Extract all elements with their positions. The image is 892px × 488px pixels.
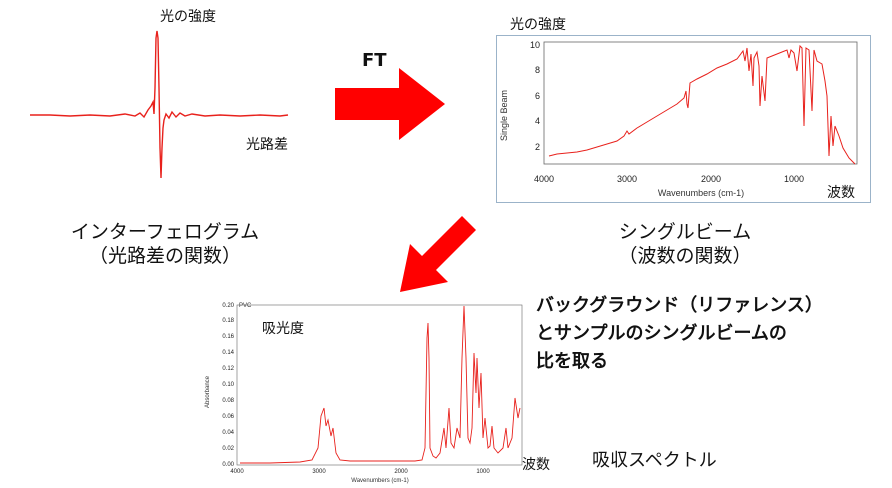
absorbance-chart: Absorbance PVC 0.00 0.02 0.04 0.06 0.08 … <box>205 303 523 484</box>
ratio-note-line3: 比を取る <box>536 351 608 372</box>
absorbance-ytick: 0.10 <box>222 382 234 388</box>
absorbance-ytick: 0.02 <box>222 446 234 452</box>
single-beam-caption: シングルビーム （波数の関数） <box>570 220 800 268</box>
single-beam-inner-ylabel: Single Beam <box>499 90 509 141</box>
interferogram-xlabel: 光路差 <box>246 137 288 153</box>
absorbance-ytick: 0.06 <box>222 414 234 420</box>
single-beam-caption-line2: （波数の関数） <box>618 245 752 267</box>
down-left-arrow-icon <box>400 216 476 292</box>
absorbance-inner-ylabel: Absorbance <box>205 375 211 408</box>
absorbance-caption: 吸収スペクトル <box>592 450 717 471</box>
right-arrow-icon <box>335 68 445 140</box>
single-beam-ytick: 2 <box>535 142 540 152</box>
ft-label: FT <box>362 50 387 71</box>
interferogram-caption-line1: インターフェログラム <box>70 221 260 243</box>
absorbance-ytick: 0.12 <box>222 366 234 372</box>
absorbance-ytick: 0.20 <box>222 303 234 309</box>
ratio-note-line2: とサンプルのシングルビームの <box>536 323 787 344</box>
single-beam-ytick: 6 <box>535 91 540 101</box>
absorbance-ytick: 0.00 <box>222 462 234 468</box>
absorbance-xtick: 1000 <box>476 469 490 475</box>
interferogram-ylabel: 光の強度 <box>160 9 216 25</box>
absorbance-corner-label: PVC <box>239 303 252 309</box>
absorbance-outer-ylabel: 吸光度 <box>262 321 304 337</box>
single-beam-xtick: 2000 <box>701 174 721 184</box>
ratio-note-line1: バックグラウンド（リファレンス） <box>536 295 823 316</box>
ratio-note: バックグラウンド（リファレンス） とサンプルのシングルビームの 比を取る <box>536 292 823 376</box>
absorbance-ytick: 0.16 <box>222 334 234 340</box>
single-beam-ytick: 10 <box>530 40 540 50</box>
absorbance-ytick: 0.04 <box>222 430 234 436</box>
absorbance-trace <box>240 305 521 464</box>
interferogram-caption-line2: （光路差の関数） <box>88 245 241 267</box>
single-beam-frame <box>496 35 871 203</box>
absorbance-xtick: 3000 <box>312 469 326 475</box>
single-beam-xlabel: Wavenumbers (cm-1) <box>658 188 744 198</box>
interferogram-plot <box>30 30 289 179</box>
single-beam-xtick: 1000 <box>784 174 804 184</box>
absorbance-xtick: 2000 <box>394 469 408 475</box>
single-beam-caption-line1: シングルビーム <box>618 221 752 243</box>
interferogram-trace <box>30 30 289 179</box>
single-beam-ytick: 8 <box>535 65 540 75</box>
absorbance-ytick: 0.18 <box>222 318 234 324</box>
single-beam-xtick: 4000 <box>534 174 554 184</box>
single-beam-trace <box>548 44 856 165</box>
absorbance-xlabel: Wavenumbers (cm-1) <box>351 478 408 484</box>
single-beam-xtick: 3000 <box>617 174 637 184</box>
absorbance-outer-xlabel: 波数 <box>522 457 550 473</box>
absorbance-ytick: 0.14 <box>222 350 234 356</box>
absorbance-ytick: 0.08 <box>222 398 234 404</box>
single-beam-outer-xlabel: 波数 <box>827 185 855 201</box>
single-beam-outer-ylabel: 光の強度 <box>510 17 566 33</box>
single-beam-ytick: 4 <box>535 116 540 126</box>
interferogram-caption: インターフェログラム （光路差の関数） <box>40 220 290 268</box>
single-beam-chart: Single Beam 2 4 6 8 10 4000 3000 2000 10… <box>499 40 858 198</box>
absorbance-xtick: 4000 <box>230 469 244 475</box>
